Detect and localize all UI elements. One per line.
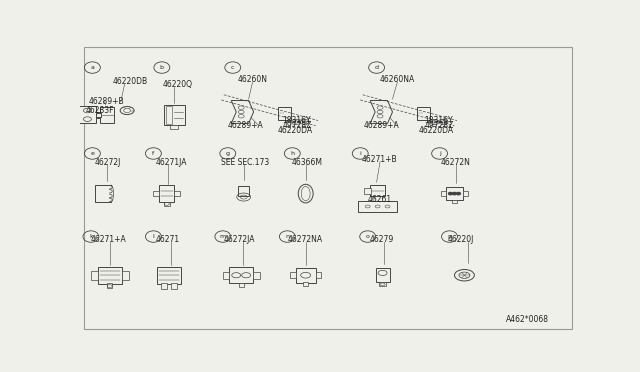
- Bar: [91, 271, 98, 279]
- Bar: [170, 125, 178, 129]
- Text: 46271: 46271: [156, 235, 179, 244]
- Bar: [376, 268, 390, 282]
- Bar: [79, 106, 96, 123]
- Bar: [417, 107, 429, 120]
- Text: 46220DA: 46220DA: [277, 126, 312, 135]
- Bar: [296, 268, 316, 283]
- Text: 46261: 46261: [367, 195, 392, 204]
- Text: b: b: [160, 65, 164, 70]
- Text: 46220DB: 46220DB: [112, 77, 147, 86]
- Text: 46272NA: 46272NA: [287, 235, 323, 244]
- Bar: [379, 282, 386, 286]
- Polygon shape: [231, 100, 253, 124]
- Text: A462*0068: A462*0068: [506, 315, 548, 324]
- Text: 46272JA: 46272JA: [224, 235, 255, 244]
- Text: 46220DA: 46220DA: [419, 126, 453, 135]
- Text: 46260N: 46260N: [237, 76, 268, 84]
- Bar: [166, 106, 172, 124]
- Bar: [278, 107, 291, 120]
- Text: a: a: [90, 65, 94, 70]
- Text: m: m: [220, 234, 226, 239]
- Bar: [100, 107, 114, 123]
- Bar: [122, 271, 129, 279]
- Bar: [172, 283, 177, 289]
- Bar: [446, 187, 463, 200]
- Bar: [161, 283, 167, 289]
- Bar: [463, 191, 468, 196]
- Bar: [223, 272, 229, 279]
- Text: 46366M: 46366M: [292, 158, 323, 167]
- Bar: [441, 191, 446, 196]
- Text: p: p: [447, 234, 452, 239]
- Bar: [229, 267, 253, 283]
- Bar: [316, 272, 321, 278]
- Text: 46272N: 46272N: [441, 158, 471, 167]
- Bar: [364, 188, 371, 193]
- Text: 18316Y: 18316Y: [282, 116, 311, 125]
- Text: g: g: [226, 151, 230, 156]
- Bar: [303, 282, 308, 286]
- Bar: [239, 282, 244, 287]
- Ellipse shape: [301, 186, 310, 201]
- Circle shape: [456, 192, 460, 195]
- Text: n: n: [285, 234, 289, 239]
- Text: 46279: 46279: [369, 235, 394, 244]
- Bar: [157, 267, 181, 284]
- Bar: [452, 200, 457, 203]
- Text: c: c: [231, 65, 234, 70]
- Bar: [108, 283, 112, 288]
- Text: 46289+A: 46289+A: [228, 121, 264, 130]
- Bar: [97, 112, 101, 117]
- Text: k: k: [89, 234, 93, 239]
- Bar: [291, 272, 296, 278]
- Bar: [159, 185, 174, 202]
- Text: 46260NA: 46260NA: [380, 76, 415, 84]
- Circle shape: [449, 192, 452, 195]
- Text: o: o: [365, 234, 370, 239]
- Bar: [98, 267, 122, 284]
- Text: h: h: [291, 151, 294, 156]
- Bar: [164, 202, 170, 206]
- Bar: [174, 191, 180, 196]
- Text: e: e: [90, 151, 94, 156]
- Bar: [96, 112, 101, 118]
- Polygon shape: [370, 100, 392, 124]
- Text: l: l: [152, 234, 154, 239]
- Text: 18316Y: 18316Y: [424, 116, 453, 125]
- Text: 46220Q: 46220Q: [163, 80, 193, 89]
- Text: 46220J: 46220J: [448, 235, 474, 244]
- Text: 46271+B: 46271+B: [362, 155, 397, 164]
- Text: SEE SEC.173: SEE SEC.173: [221, 158, 269, 167]
- Text: d: d: [374, 65, 379, 70]
- Text: 49728Z: 49728Z: [282, 121, 312, 130]
- Text: 46289+B: 46289+B: [89, 97, 125, 106]
- Circle shape: [452, 192, 456, 195]
- Text: 46271JA: 46271JA: [156, 158, 187, 167]
- Bar: [238, 186, 249, 196]
- Text: 46271+A: 46271+A: [91, 235, 127, 244]
- Text: 46283F: 46283F: [86, 106, 115, 115]
- Ellipse shape: [298, 184, 313, 203]
- Text: i: i: [360, 151, 361, 156]
- Text: 49728Z: 49728Z: [424, 121, 454, 130]
- Text: 46272J: 46272J: [95, 158, 121, 167]
- Bar: [370, 185, 385, 196]
- Bar: [154, 191, 159, 196]
- Text: f: f: [152, 151, 154, 156]
- Bar: [358, 201, 397, 212]
- Text: 46289+A: 46289+A: [364, 121, 399, 130]
- Bar: [164, 105, 185, 125]
- Bar: [253, 272, 260, 279]
- Text: j: j: [439, 151, 440, 156]
